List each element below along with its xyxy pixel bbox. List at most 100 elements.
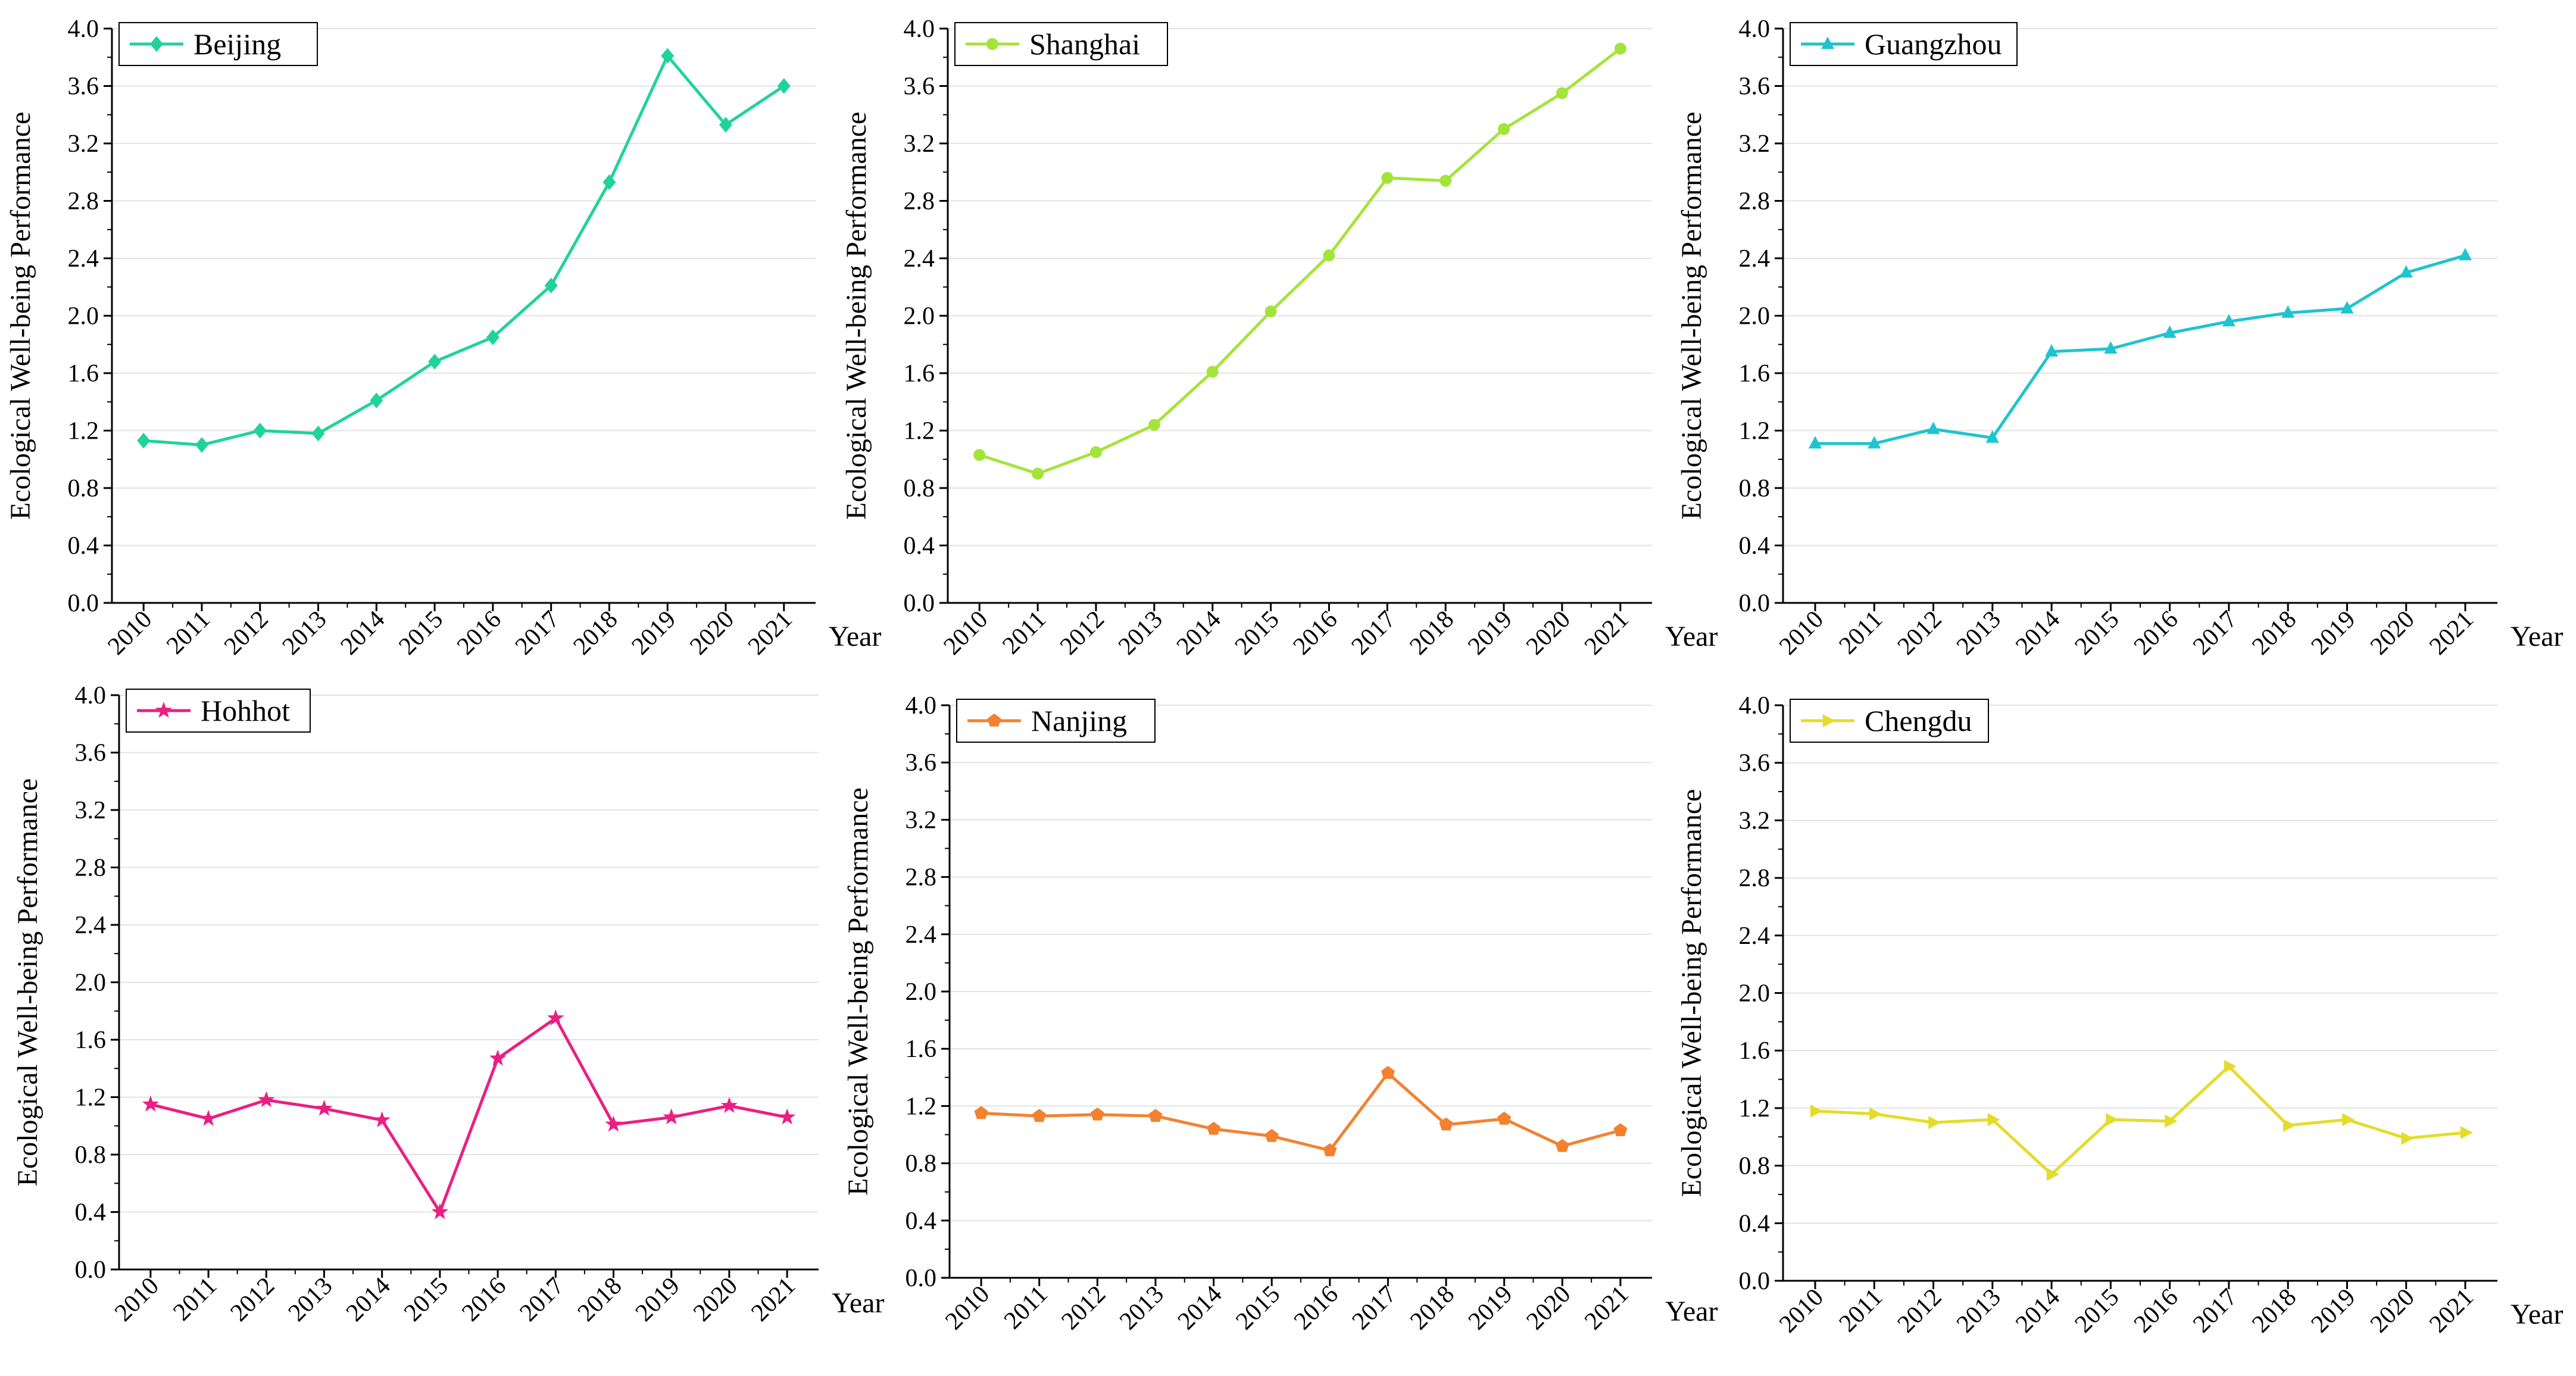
data-point <box>777 78 791 94</box>
x-tick-label: 2014 <box>2010 1284 2065 1339</box>
y-axis-title: Ecological Well-being Performance <box>842 787 874 1196</box>
y-tick-label: 2.8 <box>75 855 107 882</box>
x-tick-label: 2012 <box>1056 1281 1111 1336</box>
data-point <box>137 433 151 449</box>
legend: Nanjing <box>956 699 1156 743</box>
y-tick-label: 1.6 <box>1739 360 1771 387</box>
data-point <box>1985 430 1999 443</box>
x-axis-title: Year <box>2511 1299 2563 1330</box>
y-tick-label: 2.4 <box>904 245 935 273</box>
data-point <box>1148 1109 1163 1122</box>
x-tick-label: 2020 <box>1521 606 1576 661</box>
data-point <box>1868 436 1881 449</box>
legend-label: Chengdu <box>1865 704 1972 737</box>
data-point <box>973 449 986 461</box>
x-tick-label: 2013 <box>277 606 332 661</box>
x-tick-label: 2018 <box>2247 1284 2302 1339</box>
x-tick-label: 2020 <box>2365 606 2420 661</box>
x-tick-label: 2013 <box>1951 1284 2006 1339</box>
data-point <box>2401 1131 2414 1145</box>
data-point <box>195 437 208 453</box>
data-point <box>486 329 499 345</box>
x-tick-label: 2015 <box>394 606 448 661</box>
data-point <box>253 423 267 439</box>
y-tick-label: 1.2 <box>904 418 935 445</box>
series-line-nanjing <box>981 1071 1621 1152</box>
data-point <box>779 1108 796 1125</box>
y-tick-label: 3.2 <box>905 806 937 834</box>
data-point <box>1381 171 1394 184</box>
legend-marker <box>1822 714 1835 727</box>
data-point <box>2046 1168 2059 1181</box>
legend-label: Nanjing <box>1031 704 1127 737</box>
data-point <box>2283 1118 2296 1132</box>
y-tick-label: 1.6 <box>905 1036 937 1063</box>
data-point <box>2163 325 2177 338</box>
data-point <box>974 1106 988 1119</box>
data-point <box>1440 174 1452 187</box>
y-tick-label: 2.0 <box>1739 980 1771 1008</box>
x-axis-title: Year <box>832 1287 884 1319</box>
y-tick-label: 2.0 <box>75 970 107 997</box>
data-point <box>1613 1123 1628 1137</box>
x-tick-label: 2010 <box>938 606 993 661</box>
x-tick-label: 2011 <box>1834 606 1888 660</box>
y-tick-label: 1.2 <box>1739 418 1771 445</box>
data-point <box>1323 1143 1337 1156</box>
series-line-shanghai <box>979 47 1622 476</box>
y-tick-label: 2.8 <box>905 864 937 892</box>
data-point <box>2459 248 2472 261</box>
x-tick-label: 2016 <box>1289 1281 1344 1336</box>
data-point <box>2399 265 2413 278</box>
data-point <box>1032 467 1044 480</box>
x-tick-label: 2014 <box>2010 606 2065 661</box>
data-point <box>1928 1116 1941 1130</box>
x-tick-label: 2017 <box>510 606 565 661</box>
data-point <box>1556 87 1568 99</box>
y-tick-label: 0.4 <box>1739 1210 1771 1237</box>
x-tick-label: 2012 <box>1055 606 1110 661</box>
y-tick-label: 3.2 <box>68 130 99 158</box>
legend: Hohhot <box>126 689 311 733</box>
data-point <box>663 1108 680 1125</box>
x-tick-label: 2017 <box>514 1272 569 1327</box>
legend: Shanghai <box>954 22 1168 66</box>
y-tick-label: 1.2 <box>905 1093 937 1120</box>
x-tick-label: 2021 <box>2424 1284 2479 1339</box>
x-tick-label: 2019 <box>630 1272 685 1327</box>
data-point <box>1498 123 1510 135</box>
y-tick-label: 3.6 <box>1739 750 1771 777</box>
x-tick-label: 2010 <box>1774 1284 1829 1339</box>
x-tick-label: 2015 <box>1230 606 1285 661</box>
x-tick-label: 2017 <box>1346 606 1401 661</box>
x-tick-label: 2021 <box>2424 606 2479 661</box>
y-tick-label: 4.0 <box>68 15 99 43</box>
data-point <box>431 1203 448 1219</box>
y-tick-label: 0.8 <box>68 475 99 502</box>
x-tick-label: 2016 <box>452 606 507 661</box>
y-axis-title: Ecological Well-being Performance <box>1676 112 1707 520</box>
y-tick-label: 1.6 <box>68 360 99 387</box>
legend: Guangzhou <box>1790 22 2018 66</box>
legend-label: Beijing <box>193 27 281 61</box>
y-tick-label: 1.2 <box>68 418 99 445</box>
x-tick-label: 2020 <box>1521 1281 1576 1336</box>
data-point <box>1207 1121 1221 1135</box>
y-tick-label: 3.2 <box>1739 130 1771 158</box>
data-point <box>1089 446 1102 458</box>
series-line-guangzhou <box>1815 254 2466 445</box>
x-tick-label: 2020 <box>2365 1284 2420 1339</box>
y-tick-label: 3.2 <box>904 130 935 158</box>
legend-marker <box>986 38 998 50</box>
y-tick-label: 2.4 <box>68 245 99 273</box>
y-tick-label: 0.8 <box>1739 1153 1771 1180</box>
x-tick-label: 2020 <box>685 606 739 661</box>
data-point <box>1614 42 1626 55</box>
data-point <box>428 354 442 370</box>
x-tick-label: 2021 <box>746 1272 801 1327</box>
data-point <box>1926 421 1940 434</box>
